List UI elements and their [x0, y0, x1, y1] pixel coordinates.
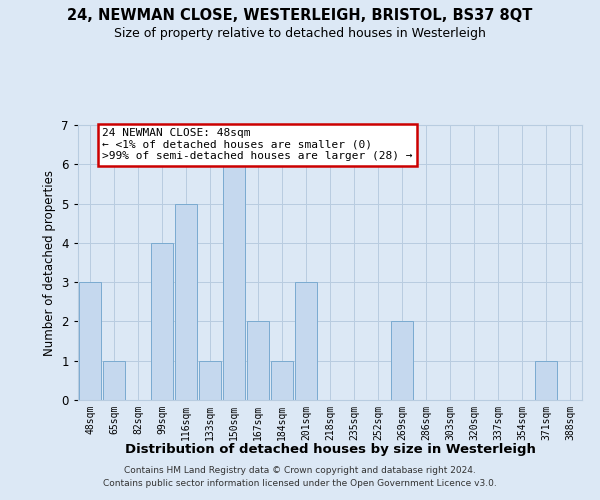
Bar: [199, 360, 221, 400]
Text: Contains HM Land Registry data © Crown copyright and database right 2024.
Contai: Contains HM Land Registry data © Crown c…: [103, 466, 497, 487]
Text: Size of property relative to detached houses in Westerleigh: Size of property relative to detached ho…: [114, 28, 486, 40]
Bar: [271, 360, 293, 400]
Bar: [295, 282, 317, 400]
Bar: [151, 243, 173, 400]
Bar: [535, 360, 557, 400]
Text: 24 NEWMAN CLOSE: 48sqm
← <1% of detached houses are smaller (0)
>99% of semi-det: 24 NEWMAN CLOSE: 48sqm ← <1% of detached…: [102, 128, 413, 162]
Bar: [391, 322, 413, 400]
Bar: [247, 322, 269, 400]
Bar: [223, 164, 245, 400]
Text: 24, NEWMAN CLOSE, WESTERLEIGH, BRISTOL, BS37 8QT: 24, NEWMAN CLOSE, WESTERLEIGH, BRISTOL, …: [67, 8, 533, 22]
Bar: [175, 204, 197, 400]
Text: Distribution of detached houses by size in Westerleigh: Distribution of detached houses by size …: [125, 442, 535, 456]
Bar: [103, 360, 125, 400]
Bar: [79, 282, 101, 400]
Y-axis label: Number of detached properties: Number of detached properties: [43, 170, 56, 356]
